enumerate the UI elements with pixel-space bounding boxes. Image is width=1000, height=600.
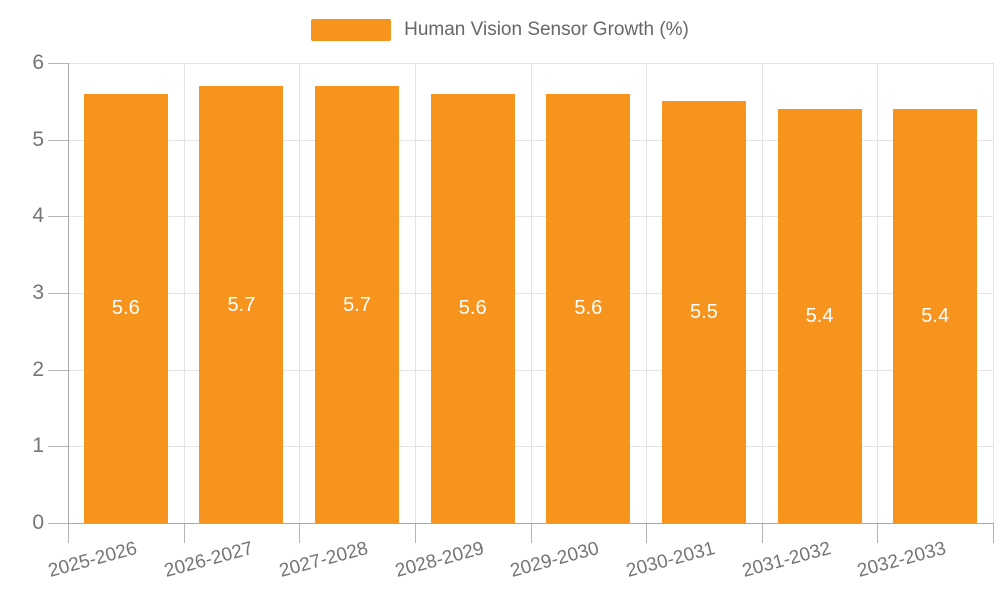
- bar[interactable]: [430, 93, 515, 523]
- y-axis-tick-label: 5: [32, 127, 44, 151]
- y-axis-tick: [48, 446, 68, 448]
- y-axis-tick-label: 0: [32, 511, 44, 534]
- legend-swatch[interactable]: [311, 19, 392, 41]
- y-axis-tick-label: 1: [32, 434, 44, 458]
- gridline-horizontal: [68, 63, 993, 64]
- x-axis-tick-label: 2031-2032: [739, 538, 833, 582]
- y-axis-tick: [48, 216, 68, 218]
- x-axis-line: [68, 523, 994, 524]
- y-axis-line: [68, 63, 69, 523]
- x-axis-tick-label: 2026-2027: [161, 538, 255, 582]
- bar[interactable]: [777, 109, 862, 523]
- x-axis-tick-label: 2032-2033: [855, 538, 949, 582]
- x-axis-tick: [414, 523, 416, 543]
- x-axis-tick: [877, 523, 879, 543]
- gridline-horizontal: [68, 139, 993, 141]
- y-axis-tick: [48, 63, 68, 64]
- gridline-vertical: [993, 63, 994, 523]
- bar[interactable]: [199, 86, 284, 523]
- bar[interactable]: [546, 93, 631, 523]
- x-axis-tick-label: 2028-2029: [392, 538, 487, 582]
- bar[interactable]: [893, 109, 978, 523]
- gridline-horizontal: [68, 369, 993, 371]
- x-axis-tick: [68, 523, 69, 543]
- x-axis-tick: [530, 523, 532, 543]
- gridline-horizontal: [68, 446, 993, 448]
- legend[interactable]: Human Vision Sensor Growth (%): [0, 16, 1000, 44]
- y-axis-tick: [48, 369, 68, 371]
- y-axis-tick-label: 2: [32, 357, 44, 381]
- x-axis-tick-label: 2029-2030: [508, 538, 602, 582]
- y-axis-tick: [48, 523, 68, 524]
- gridline-horizontal: [68, 216, 993, 218]
- x-axis-tick: [183, 523, 185, 543]
- x-axis-tick-label: 2025-2026: [46, 538, 140, 582]
- x-axis-tick: [646, 523, 648, 543]
- x-axis-tick-label: 2027-2028: [277, 538, 371, 582]
- x-axis-tick: [993, 523, 994, 543]
- y-axis-tick: [48, 293, 68, 294]
- y-axis-tick-label: 4: [32, 204, 44, 228]
- bar[interactable]: [661, 101, 746, 523]
- gridline-horizontal: [68, 293, 993, 294]
- legend-label[interactable]: Human Vision Sensor Growth (%): [404, 19, 689, 40]
- y-axis-tick-label: 3: [32, 281, 44, 304]
- y-axis-tick: [48, 139, 68, 141]
- x-axis-tick-label: 2030-2031: [624, 538, 718, 582]
- x-axis-tick: [761, 523, 763, 543]
- x-axis-tick: [299, 523, 301, 543]
- bar[interactable]: [83, 93, 168, 523]
- bar[interactable]: [315, 86, 400, 523]
- y-axis-tick-label: 6: [32, 51, 44, 74]
